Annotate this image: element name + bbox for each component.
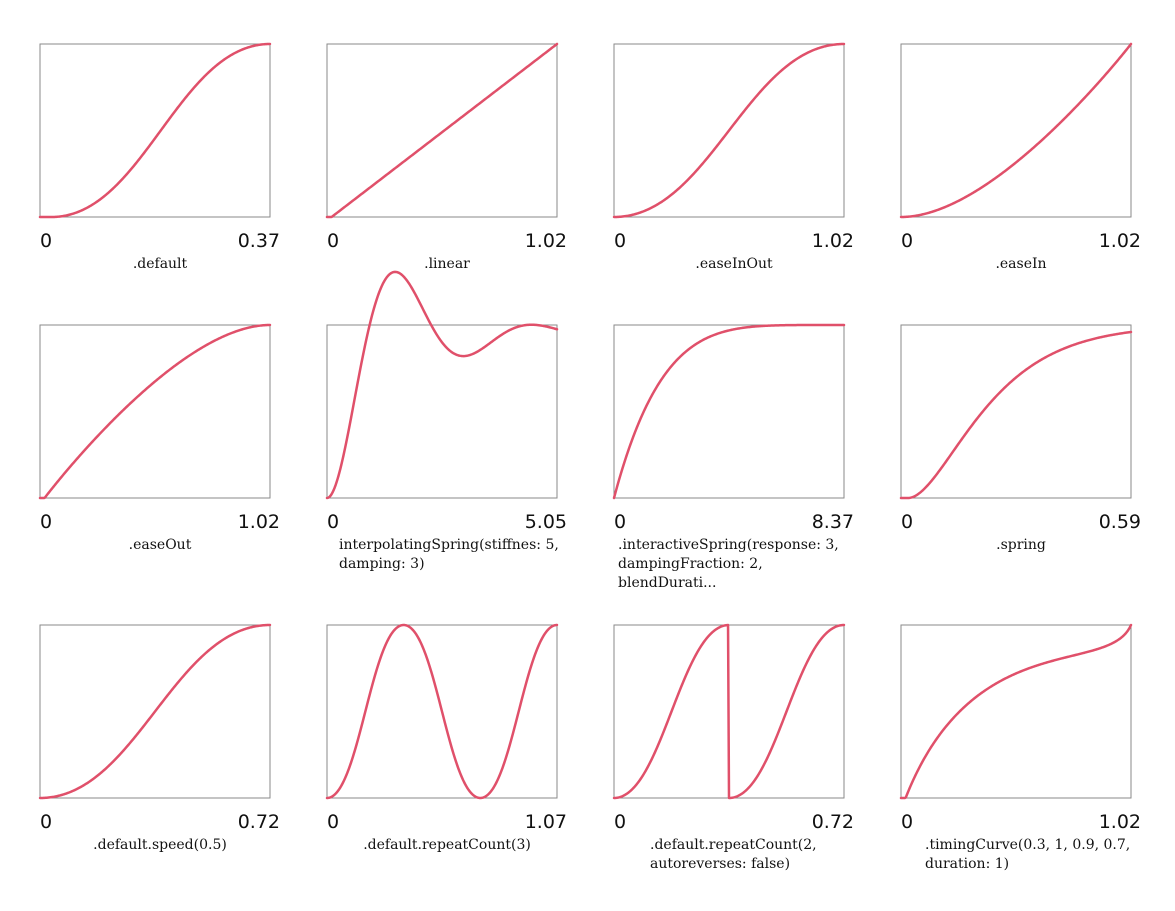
plot-area [899, 42, 1133, 219]
plot-area [38, 42, 272, 219]
x-min-label: 0 [40, 811, 53, 833]
x-min-label: 0 [614, 511, 627, 533]
plot-area [899, 623, 1133, 800]
curve-line [612, 623, 846, 800]
x-min-label: 0 [901, 811, 914, 833]
x-max-label: 8.37 [811, 511, 854, 533]
curve-line [38, 623, 272, 800]
plot-area [38, 323, 272, 500]
x-min-label: 0 [40, 511, 53, 533]
x-min-label: 0 [901, 230, 914, 252]
curve-line [612, 323, 846, 500]
chart-caption: .default.repeatCount(3) [363, 837, 531, 853]
chart-caption: .linear [424, 256, 470, 272]
plot-area [38, 623, 272, 800]
x-max-label: 1.02 [1098, 230, 1141, 252]
curve-line [325, 270, 559, 500]
plot-area [612, 42, 846, 219]
plot-area [325, 623, 559, 800]
curve-line [899, 42, 1133, 219]
curve-line [325, 42, 559, 219]
x-max-label: 1.02 [811, 230, 854, 252]
plot-area [899, 324, 1133, 500]
x-min-label: 0 [327, 811, 340, 833]
chart-caption: .interactiveSpring(response: 3, dampingF… [618, 537, 839, 591]
curve-line [38, 42, 272, 219]
chart-caption: .easeIn [995, 256, 1047, 272]
x-min-label: 0 [614, 811, 627, 833]
x-max-label: 0.72 [811, 811, 854, 833]
x-max-label: 1.07 [524, 811, 567, 833]
curve-line [325, 623, 559, 800]
curve-line [899, 623, 1133, 800]
x-max-label: 5.05 [524, 511, 567, 533]
plot-area [325, 42, 559, 219]
plot-area [325, 270, 559, 500]
x-min-label: 0 [40, 230, 53, 252]
x-min-label: 0 [614, 230, 627, 252]
x-max-label: 1.02 [1098, 811, 1141, 833]
chart-caption: .spring [996, 537, 1046, 553]
x-max-label: 0.72 [237, 811, 280, 833]
curve-line [899, 330, 1133, 500]
chart-caption: .default [132, 256, 188, 272]
x-max-label: 0.59 [1098, 511, 1141, 533]
x-max-label: 1.02 [237, 511, 280, 533]
chart-caption: .easeInOut [695, 256, 773, 272]
chart-caption: interpolatingSpring(stiffnes: 5, damping… [339, 537, 559, 572]
chart-caption: .timingCurve(0.3, 1, 0.9, 0.7, duration:… [925, 837, 1131, 872]
chart-caption: .default.repeatCount(2, autoreverses: fa… [650, 837, 817, 872]
x-min-label: 0 [327, 230, 340, 252]
x-min-label: 0 [327, 511, 340, 533]
chart-caption: .easeOut [128, 537, 192, 553]
plot-area [612, 623, 846, 800]
x-max-label: 1.02 [524, 230, 567, 252]
curve-line [38, 323, 272, 500]
plot-area [612, 323, 846, 500]
x-min-label: 0 [901, 511, 914, 533]
chart-caption: .default.speed(0.5) [93, 837, 227, 853]
x-max-label: 0.37 [237, 230, 280, 252]
curve-line [612, 42, 846, 219]
